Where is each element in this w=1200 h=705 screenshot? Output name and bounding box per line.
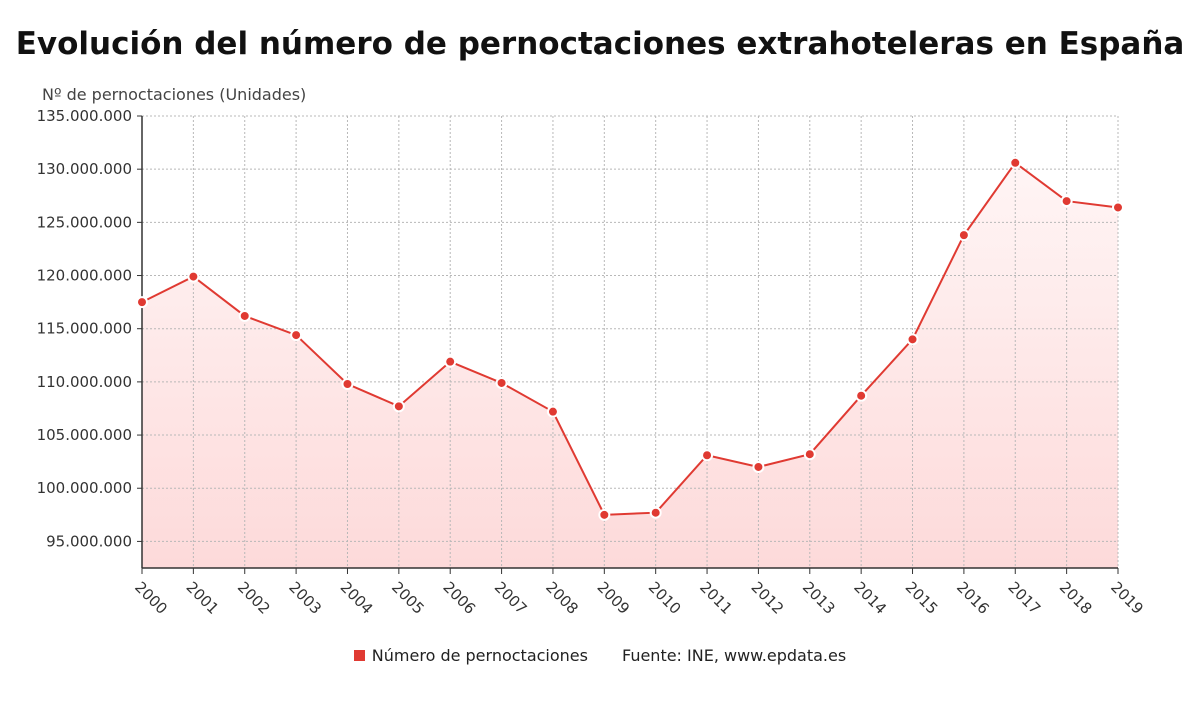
legend: Número de pernoctaciones Fuente: INE, ww… <box>0 646 1200 665</box>
data-point <box>136 296 148 309</box>
x-tick-label: 2014 <box>850 578 890 618</box>
x-tick-label: 2002 <box>234 578 274 618</box>
x-tick-label: 2006 <box>439 578 479 618</box>
x-tick-label: 2008 <box>542 578 582 618</box>
y-tick-label: 120.000.000 <box>37 267 132 285</box>
x-tick-label: 2015 <box>902 578 942 618</box>
data-point <box>803 448 816 461</box>
data-point <box>290 329 303 342</box>
data-point <box>341 378 354 391</box>
x-tick-label: 2004 <box>337 578 377 618</box>
data-point <box>855 389 868 402</box>
data-point <box>1060 195 1073 208</box>
x-tick-label: 2017 <box>1004 578 1044 618</box>
x-tick-label: 2011 <box>696 578 736 618</box>
x-tick-label: 2007 <box>491 578 531 618</box>
data-point <box>957 229 970 242</box>
legend-swatch <box>353 650 365 661</box>
x-tick-label: 2019 <box>1107 578 1147 618</box>
x-tick-label: 2001 <box>183 578 223 618</box>
y-tick-label: 110.000.000 <box>37 373 132 391</box>
area-fill <box>142 162 1118 568</box>
chart-title: Evolución del número de pernoctaciones e… <box>15 26 1185 62</box>
data-point <box>444 355 457 368</box>
x-tick-label: 2010 <box>645 578 685 618</box>
data-point <box>752 460 765 473</box>
data-point <box>701 449 714 462</box>
y-tick-label: 135.000.000 <box>37 107 132 125</box>
y-tick-label: 130.000.000 <box>37 160 132 178</box>
x-tick-label: 2013 <box>799 578 839 618</box>
x-tick-label: 2005 <box>388 578 428 618</box>
data-point <box>187 270 200 283</box>
legend-item[interactable]: Número de pernoctaciones <box>353 646 588 665</box>
x-tick-label: 2016 <box>953 578 993 618</box>
x-tick-label: 2018 <box>1056 578 1096 618</box>
y-tick-label: 125.000.000 <box>37 213 132 231</box>
y-tick-label: 95.000.000 <box>46 532 132 550</box>
source-note: Fuente: INE, www.epdata.es <box>621 646 847 665</box>
x-tick-label: 2000 <box>131 578 171 618</box>
data-point <box>495 376 508 389</box>
series-line <box>141 161 1119 516</box>
x-tick-label: 2012 <box>748 578 788 618</box>
x-tick-label: 2003 <box>285 578 325 618</box>
legend-label: Número de pernoctaciones <box>371 646 588 665</box>
y-tick-label: 115.000.000 <box>37 320 132 338</box>
y-tick-label: 105.000.000 <box>37 426 132 444</box>
data-point <box>1112 201 1124 214</box>
data-point <box>546 405 559 418</box>
x-tick-label: 2009 <box>593 578 633 618</box>
data-point <box>1009 156 1022 169</box>
data-point <box>906 333 919 346</box>
data-point <box>392 400 405 413</box>
y-axis-label: Nº de pernoctaciones (Unidades) <box>42 85 307 104</box>
data-point <box>238 309 251 322</box>
y-tick-label: 100.000.000 <box>37 479 132 497</box>
data-point <box>649 506 662 519</box>
data-point <box>598 508 611 521</box>
